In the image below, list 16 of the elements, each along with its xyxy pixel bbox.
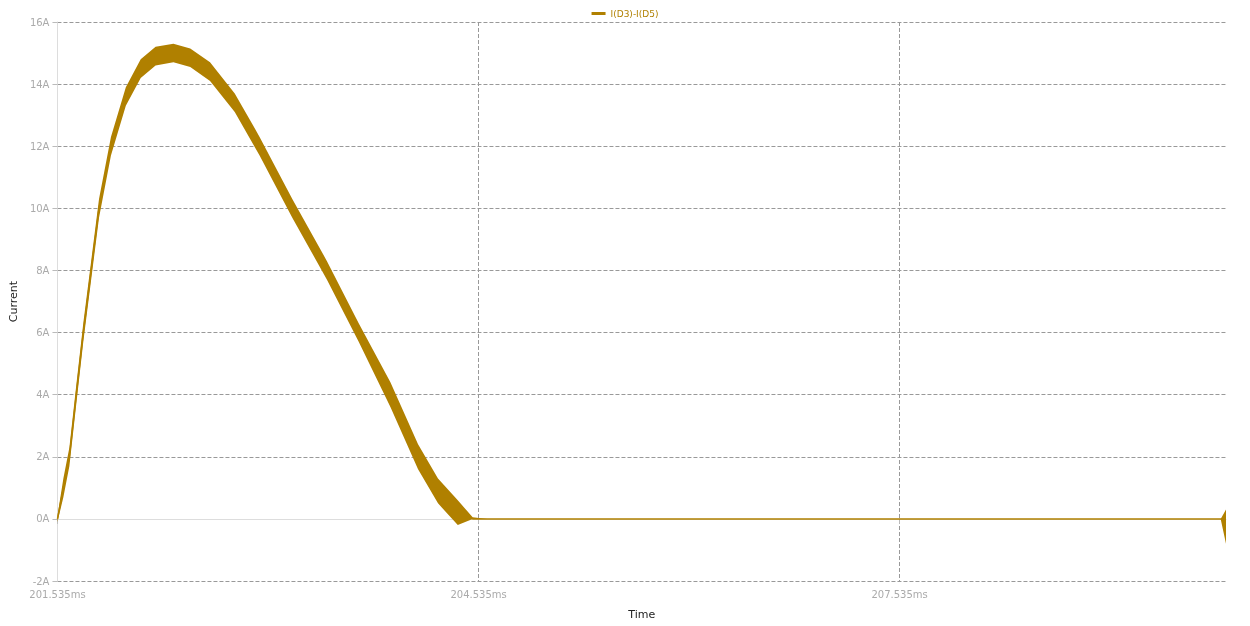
legend-label: I(D3)-I(D5) [610,8,659,19]
x-tick-label: 204.535ms [450,588,507,600]
x-tick-label: 207.535ms [871,588,928,600]
y-tick-label: 8A [36,264,50,276]
y-tick-label: 6A [36,327,50,339]
y-tick-label: 14A [29,78,50,90]
y-axis-title: Current [7,280,20,323]
y-tick-label: 12A [29,140,50,152]
y-tick-label: 2A [36,451,50,463]
x-tick-label: 201.535ms [29,588,86,600]
y-tick-label: -2A [32,575,50,587]
y-tick-label: 4A [36,389,50,401]
y-tick-label: 16A [29,16,50,28]
x-axis-title: Time [627,608,656,621]
y-tick-label: 0A [36,513,50,525]
y-tick-label: 10A [29,202,50,214]
